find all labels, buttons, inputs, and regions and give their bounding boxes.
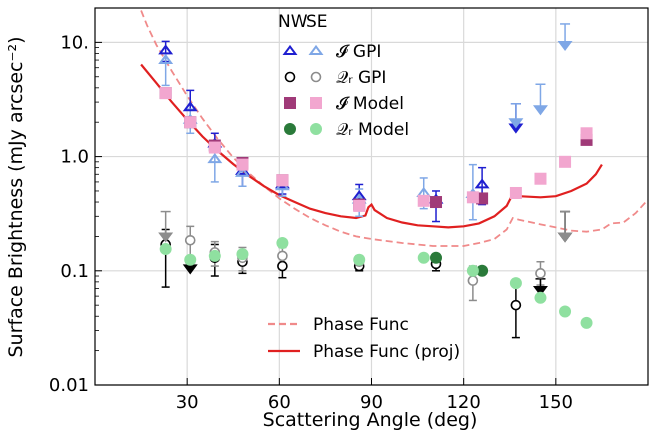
point-I_Model_SE	[417, 194, 430, 207]
limit-arrow-Q_GPI_UL_SE	[557, 232, 573, 243]
point-Q_Model_SE	[509, 277, 522, 290]
point-I_GPI_NW	[182, 101, 198, 112]
point-I_Model_SE	[353, 199, 366, 212]
point-I_Model_NW	[430, 196, 443, 209]
legend-marker	[284, 97, 296, 109]
point-I_Model_SE	[236, 158, 249, 171]
point-Q_GPI_SE	[184, 234, 196, 246]
legend-label: 𝓘 Model	[336, 94, 404, 114]
x-tick-label: 90	[360, 392, 383, 413]
point-Q_GPI_NW	[510, 299, 522, 311]
x-tick-label: 60	[268, 392, 291, 413]
legend-label: Phase Func (proj)	[313, 342, 460, 362]
point-Q_Model_SE	[208, 249, 221, 262]
point-Q_GPI_SE	[277, 250, 288, 262]
y-tick-label: 10.	[60, 32, 89, 53]
legend-header-se: SE	[306, 12, 328, 32]
point-Q_Model_NW	[430, 251, 443, 264]
x-axis-title: Scattering Angle (deg)	[263, 409, 478, 431]
x-tick-label: 150	[539, 392, 573, 413]
point-I_GPI_NW	[158, 44, 174, 55]
legend-marker	[308, 44, 324, 55]
point-I_Model_SE	[276, 174, 289, 187]
point-I_GPI_SE	[234, 166, 250, 177]
point-I_GPI_SE	[158, 53, 174, 65]
point-I_GPI_NW	[474, 178, 490, 189]
marker-layer	[158, 40, 593, 329]
tick-layer: 30 60 90 120 150 0.01 0.1 1.0 10.	[49, 7, 573, 413]
point-I_Model_SE	[534, 172, 547, 185]
point-Q_GPI_SE	[467, 275, 479, 286]
point-I_Model_SE	[184, 116, 197, 129]
point-Q_Model_SE	[159, 243, 172, 256]
point-I_GPI_SE	[207, 152, 223, 164]
point-Q_GPI_NW	[277, 260, 288, 272]
y-tick-label: 0.01	[49, 375, 89, 396]
point-Q_Model_SE	[276, 237, 289, 250]
point-Q_Model_SE	[580, 316, 593, 329]
point-Q_Model_NW	[476, 264, 489, 277]
x-tick-label: 30	[176, 392, 199, 413]
point-I_Model_SE	[580, 127, 593, 140]
curve-phase_proj	[140, 63, 603, 229]
point-Q_Model_SE	[417, 251, 430, 264]
legend-label: 𝓘 GPI	[336, 42, 381, 62]
limit-arrow-I_GPI_UL_SE	[532, 105, 548, 116]
limit-arrow-I_GPI_UL_SE	[508, 118, 524, 129]
legend-marker	[310, 97, 322, 109]
legend-marker	[282, 44, 298, 55]
legend-marker	[310, 123, 322, 135]
point-I_Model_SE	[466, 191, 479, 204]
legend-marker	[310, 71, 322, 83]
y-tick-label: 1.0	[60, 147, 89, 168]
curve-layer	[140, 10, 649, 247]
legend-label: Phase Func	[313, 315, 409, 335]
point-Q_Model_SE	[353, 253, 366, 266]
point-Q_GPI_SE	[535, 268, 546, 279]
legend-marker	[284, 123, 296, 135]
point-I_Model_SE	[159, 87, 172, 100]
limit-arrow-Q_GPI_UL_SE	[158, 232, 174, 243]
limit-arrow-I_GPI_UL_SE	[557, 40, 573, 52]
point-Q_Model_SE	[466, 264, 479, 277]
point-I_Model_NW	[476, 192, 489, 205]
legend-marker	[284, 71, 296, 83]
legend-label: 𝒬ᵣ Model	[336, 120, 409, 140]
point-I_Model_SE	[208, 141, 221, 154]
point-Q_Model_SE	[184, 253, 197, 266]
point-Q_Model_SE	[559, 305, 572, 318]
curve-phase	[140, 10, 649, 247]
point-Q_Model_SE	[236, 248, 249, 261]
legend-header-nw: NW	[278, 12, 308, 32]
limit-arrow-Q_GPI_UL_NW	[532, 285, 548, 297]
x-tick-label: 120	[446, 392, 480, 413]
y-tick-label: 0.1	[60, 261, 89, 282]
point-Q_Model_SE	[534, 291, 547, 304]
point-I_Model_SE	[559, 155, 572, 168]
legend-label: 𝒬ᵣ GPI	[336, 68, 386, 88]
point-I_Model_SE	[509, 186, 522, 199]
limit-arrow-Q_GPI_UL_NW	[182, 264, 198, 275]
y-axis-title: Surface Brightness (mJy arcsec⁻²)	[5, 36, 27, 357]
